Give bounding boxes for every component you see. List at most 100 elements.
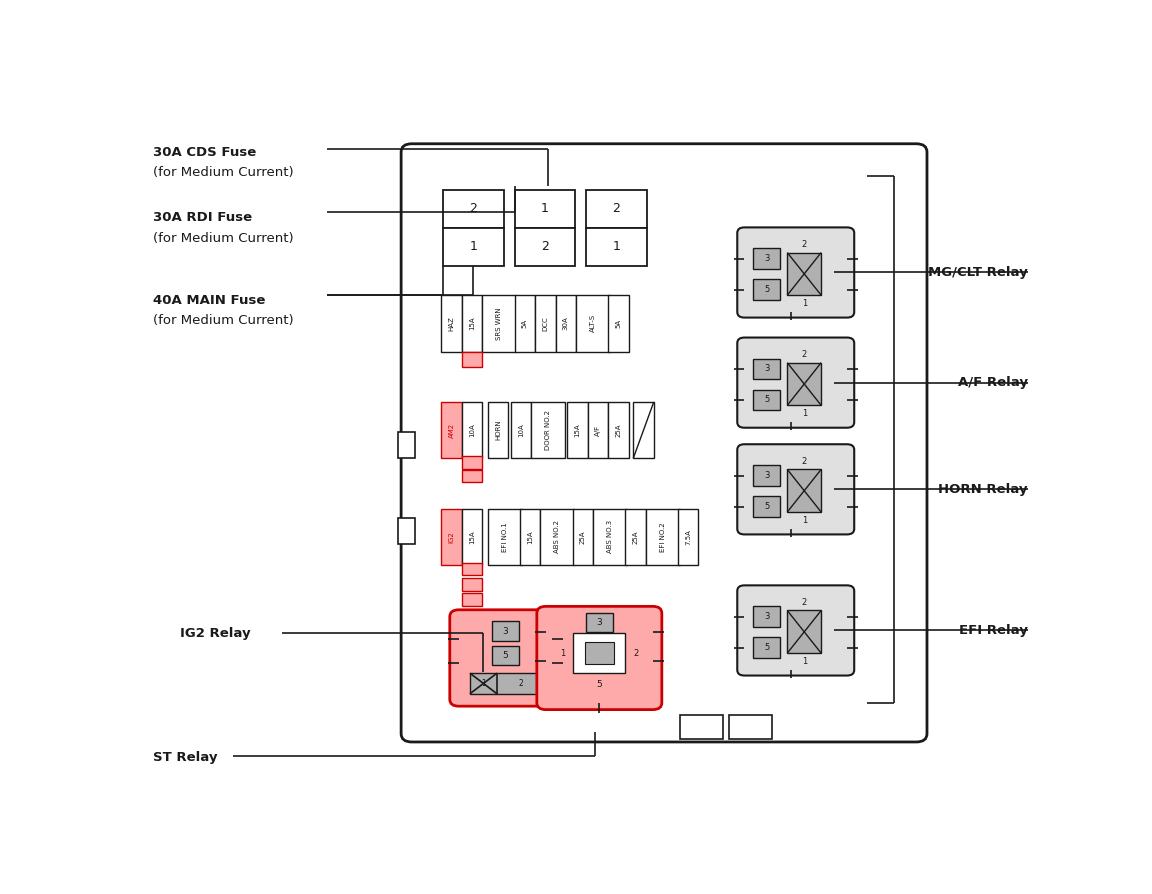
Text: 2: 2 <box>518 679 524 688</box>
FancyBboxPatch shape <box>449 610 561 706</box>
Text: ABS NO.2: ABS NO.2 <box>554 520 560 553</box>
Text: 1: 1 <box>541 202 548 215</box>
Text: 5: 5 <box>764 502 770 511</box>
Text: 3: 3 <box>764 365 770 374</box>
Bar <box>444 228 503 266</box>
Text: 25A: 25A <box>632 530 638 544</box>
Bar <box>729 715 772 739</box>
Bar <box>787 611 821 654</box>
Text: (for Medium Current): (for Medium Current) <box>153 166 294 179</box>
Bar <box>555 295 576 351</box>
Text: EFI NO.2: EFI NO.2 <box>660 522 666 552</box>
Text: HAZ: HAZ <box>448 316 455 331</box>
Bar <box>515 190 575 228</box>
Bar <box>608 295 629 351</box>
Text: 2: 2 <box>613 202 620 215</box>
Bar <box>787 252 821 295</box>
Text: 2: 2 <box>470 202 477 215</box>
Text: 2: 2 <box>802 240 806 249</box>
Bar <box>511 402 531 459</box>
Bar <box>586 612 613 632</box>
Text: (for Medium Current): (for Medium Current) <box>153 314 294 327</box>
Text: 25A: 25A <box>615 424 622 437</box>
Text: 2: 2 <box>802 457 806 466</box>
Text: 1: 1 <box>613 240 620 253</box>
Text: EFI Relay: EFI Relay <box>958 624 1028 637</box>
Bar <box>753 465 780 486</box>
Bar <box>573 509 593 565</box>
Bar <box>753 390 780 410</box>
Bar <box>444 190 503 228</box>
Text: 2: 2 <box>802 350 806 358</box>
Bar <box>576 295 611 351</box>
Text: 30A RDI Fuse: 30A RDI Fuse <box>153 211 252 224</box>
Text: IG2 Relay: IG2 Relay <box>180 628 250 640</box>
Bar <box>608 402 629 459</box>
Text: IG2: IG2 <box>448 531 455 543</box>
FancyBboxPatch shape <box>401 144 927 742</box>
Text: 15A: 15A <box>469 316 475 330</box>
Bar <box>626 509 646 565</box>
Text: 1: 1 <box>802 409 806 418</box>
Text: 7.5A: 7.5A <box>685 529 691 544</box>
Bar <box>574 633 626 673</box>
Text: 5A: 5A <box>522 319 528 328</box>
Text: 5: 5 <box>597 679 602 688</box>
Bar <box>787 469 821 512</box>
Text: 2: 2 <box>802 598 806 607</box>
Bar <box>586 190 646 228</box>
Text: (for Medium Current): (for Medium Current) <box>153 232 294 245</box>
Text: HORN: HORN <box>495 420 501 441</box>
Text: ABS NO.3: ABS NO.3 <box>607 520 613 553</box>
Text: 1: 1 <box>482 679 486 688</box>
Text: DCC: DCC <box>543 316 548 331</box>
Text: 30A CDS Fuse: 30A CDS Fuse <box>153 146 256 158</box>
Bar <box>462 352 483 367</box>
Bar <box>492 621 518 641</box>
Bar <box>441 295 462 351</box>
FancyBboxPatch shape <box>537 606 661 710</box>
Text: 1: 1 <box>470 240 477 253</box>
Text: 10A: 10A <box>469 423 475 437</box>
FancyBboxPatch shape <box>737 338 855 427</box>
Text: A/F Relay: A/F Relay <box>957 376 1028 389</box>
Text: 1: 1 <box>560 649 566 658</box>
Text: 1: 1 <box>802 516 806 525</box>
Text: DOOR NO.2: DOOR NO.2 <box>545 410 552 451</box>
Bar <box>515 295 535 351</box>
Text: 15A: 15A <box>528 530 533 544</box>
Text: ALT-S: ALT-S <box>590 315 596 333</box>
Text: 3: 3 <box>502 627 508 636</box>
Bar <box>680 715 722 739</box>
Text: 5: 5 <box>764 395 770 404</box>
Bar <box>540 509 575 565</box>
Bar <box>462 470 483 483</box>
Text: 40A MAIN Fuse: 40A MAIN Fuse <box>153 293 265 307</box>
Bar <box>753 358 780 379</box>
Bar <box>753 496 780 517</box>
Text: 5: 5 <box>764 285 770 294</box>
Text: 3: 3 <box>764 612 770 621</box>
Text: 1: 1 <box>802 657 806 666</box>
Bar <box>462 578 483 591</box>
Bar <box>593 509 627 565</box>
Bar <box>586 228 646 266</box>
Text: 5: 5 <box>764 643 770 652</box>
Text: A/F: A/F <box>594 425 601 435</box>
Bar <box>531 402 566 459</box>
Text: 3: 3 <box>764 471 770 480</box>
Bar <box>462 594 483 605</box>
Text: SRS WRN: SRS WRN <box>497 308 502 340</box>
Bar <box>487 402 508 459</box>
Text: 1: 1 <box>802 299 806 308</box>
Bar <box>462 563 483 576</box>
Bar <box>399 432 415 459</box>
Bar <box>462 402 483 459</box>
Bar <box>677 509 698 565</box>
FancyBboxPatch shape <box>737 444 855 535</box>
Bar <box>753 249 780 269</box>
Bar <box>462 295 483 351</box>
Bar <box>646 509 680 565</box>
Bar <box>535 295 555 351</box>
Text: AM2: AM2 <box>448 423 455 438</box>
